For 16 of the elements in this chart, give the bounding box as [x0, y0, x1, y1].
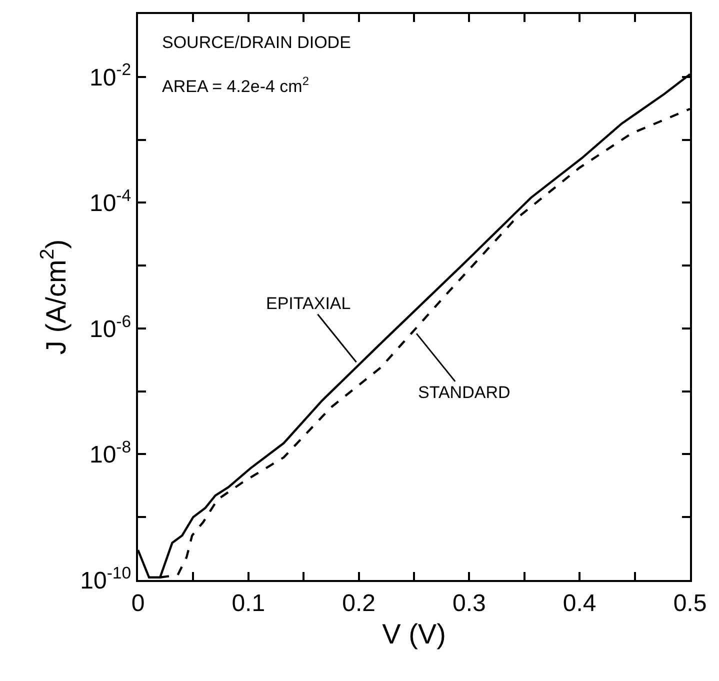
y-tick-label: 10$^{-4}$ [89, 186, 132, 218]
x-axis-title: V (V) [382, 618, 446, 650]
x-tick-label: 0.5 [673, 590, 707, 617]
annotation: STANDARD [418, 383, 510, 402]
x-tick-label: 0.4 [562, 590, 596, 617]
y-tick-label: 10$^{-10}$ [80, 563, 132, 594]
x-tick-label: 0.1 [232, 590, 266, 617]
annotation: EPITAXIAL [266, 294, 351, 313]
annotation: AREA = 4.2e-4 cm$^{2}$ [162, 74, 310, 96]
x-tick-label: 0 [131, 590, 145, 617]
y-tick-label: 10$^{-6}$ [89, 312, 132, 343]
y-tick-label: 10$^{-8}$ [89, 438, 132, 469]
x-tick-label: 0.2 [342, 590, 376, 617]
annotation: SOURCE/DRAIN DIODE [162, 33, 351, 52]
y-tick-label: 10$^{-2}$ [89, 60, 132, 92]
x-tick-label: 0.3 [452, 590, 486, 617]
